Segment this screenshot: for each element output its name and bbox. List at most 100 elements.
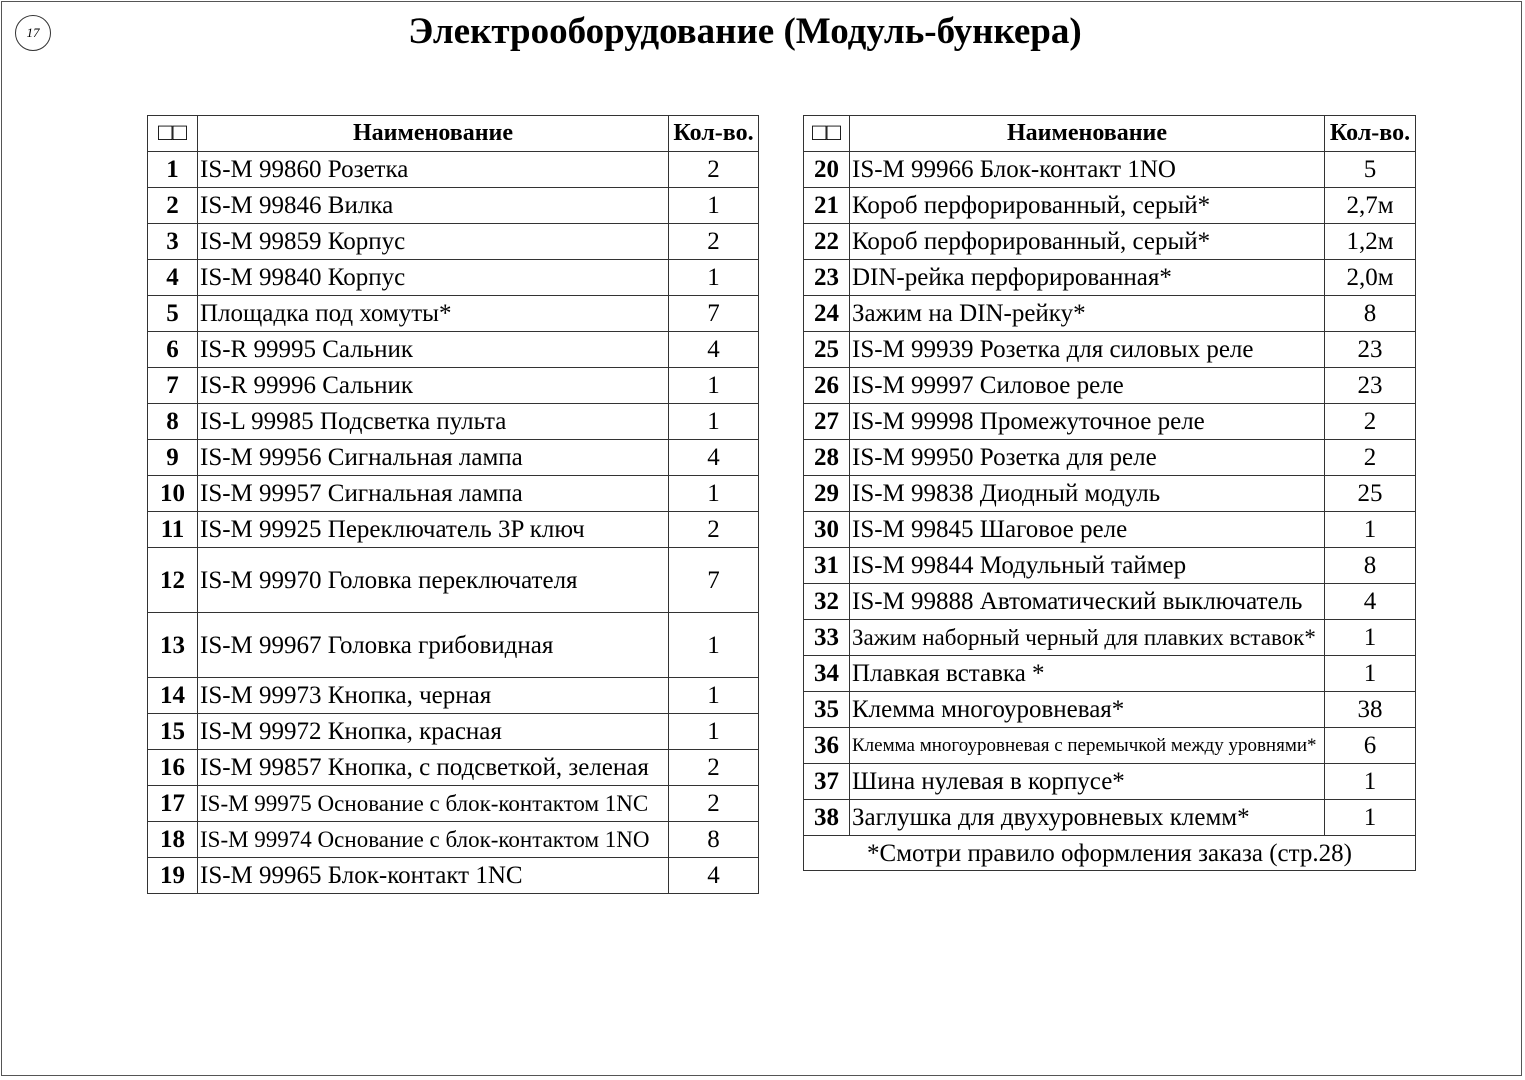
item-number: 22 [803,223,850,260]
item-quantity: 2 [668,749,759,786]
item-name: IS-M 99845 Шаговое реле [849,511,1325,548]
item-quantity: 1 [1324,619,1416,656]
item-quantity: 1 [668,475,759,512]
item-name: IS-M 99967 Головка грибовидная [197,612,669,678]
table-row: 16 IS-M 99857 Кнопка, с подсветкой, зелен… [147,749,759,786]
item-name: IS-M 99966 Блок-контакт 1NO [849,151,1325,188]
parts-table: □□ Наименование Кол-во. 1 IS-M 99860 Розетк… [147,115,759,894]
item-name: IS-M 99972 Кнопка, красная [197,713,669,750]
table-row: 3 IS-M 99859 Корпус 2 [147,223,759,260]
table-row: 19 IS-M 99965 Блок-контакт 1NC 4 [147,857,759,894]
table-row: 27 IS-M 99998 Промежуточное реле 2 [803,403,1416,440]
item-name: IS-M 99956 Сигнальная лампа [197,439,669,476]
item-quantity: 4 [668,331,759,368]
table-row: 8 IS-L 99985 Подсветка пульта 1 [147,403,759,440]
item-number: 14 [147,677,198,714]
table-row: 15 IS-M 99972 Кнопка, красная 1 [147,713,759,750]
item-quantity: 8 [1324,295,1416,332]
item-quantity: 25 [1324,475,1416,512]
item-name: IS-L 99985 Подсветка пульта [197,403,669,440]
item-number: 11 [147,511,198,548]
item-number: 17 [147,785,198,822]
item-quantity: 8 [668,821,759,858]
item-quantity: 1 [668,677,759,714]
item-name: IS-M 99888 Автоматический выключатель [849,583,1325,620]
item-name: Плавкая вставка * [849,655,1325,692]
item-number: 34 [803,655,850,692]
item-number: 3 [147,223,198,260]
table-row: 7 IS-R 99996 Сальник 1 [147,367,759,404]
item-quantity: 4 [1324,583,1416,620]
table-row: 21 Короб перфорированный, серый* 2,7м [803,187,1416,224]
table-row: 1 IS-M 99860 Розетка 2 [147,151,759,188]
item-quantity: 1 [1324,763,1416,800]
item-quantity: 1 [1324,511,1416,548]
table-row: 35 Клемма многоуровневая* 38 [803,691,1416,728]
item-name: Короб перфорированный, серый* [849,187,1325,224]
table-row: 25 IS-M 99939 Розетка для силовых реле 23 [803,331,1416,368]
item-name: IS-M 99970 Головка переключателя [197,547,669,613]
column-header: Наименование [849,115,1325,152]
item-quantity: 6 [1324,727,1416,764]
column-header: Кол-во. [668,115,759,152]
item-quantity: 1 [668,403,759,440]
item-number: 29 [803,475,850,512]
item-quantity: 2,0м [1324,259,1416,296]
header-row: □□ Наименование Кол-во. [803,115,1416,152]
item-name: IS-M 99950 Розетка для реле [849,439,1325,476]
table-row: 28 IS-M 99950 Розетка для реле 2 [803,439,1416,476]
item-name: IS-M 99997 Силовое реле [849,367,1325,404]
item-name: IS-M 99857 Кнопка, с подсветкой, зеленая [197,749,669,786]
column-header: Кол-во. [1324,115,1416,152]
item-quantity: 1 [668,367,759,404]
item-name: Короб перфорированный, серый* [849,223,1325,260]
item-name: IS-M 99859 Корпус [197,223,669,260]
item-quantity: 2 [668,511,759,548]
item-name: IS-M 99998 Промежуточное реле [849,403,1325,440]
column-header: □□ [803,115,850,152]
item-number: 2 [147,187,198,224]
table-row: 36 Клемма многоуровневая с перемычкой меж… [803,727,1416,764]
item-quantity: 38 [1324,691,1416,728]
item-name: Площадка под хомуты* [197,295,669,332]
table-row: 23 DIN-рейка перфорированная* 2,0м [803,259,1416,296]
item-name: IS-M 99860 Розетка [197,151,669,188]
item-name: IS-R 99995 Сальник [197,331,669,368]
item-number: 24 [803,295,850,332]
item-quantity: 23 [1324,331,1416,368]
item-number: 27 [803,403,850,440]
item-name: IS-M 99846 Вилка [197,187,669,224]
item-number: 5 [147,295,198,332]
item-number: 19 [147,857,198,894]
table-row: 18 IS-M 99974 Основание с блок-контактом … [147,821,759,858]
item-name: IS-M 99838 Диодный модуль [849,475,1325,512]
item-number: 13 [147,612,198,678]
table-row: 12 IS-M 99970 Головка переключателя 7 [147,547,759,613]
item-quantity: 2 [1324,439,1416,476]
item-number: 32 [803,583,850,620]
item-number: 8 [147,403,198,440]
item-name: IS-M 99957 Сигнальная лампа [197,475,669,512]
item-quantity: 4 [668,439,759,476]
table-row: 11 IS-M 99925 Переключатель 3P ключ 2 [147,511,759,548]
item-quantity: 5 [1324,151,1416,188]
item-name: IS-M 99973 Кнопка, черная [197,677,669,714]
item-number: 10 [147,475,198,512]
item-quantity: 1 [668,612,759,678]
item-name: Зажим на DIN-рейку* [849,295,1325,332]
item-number: 30 [803,511,850,548]
header-row: □□ Наименование Кол-во. [147,115,759,152]
table-row: 38 Заглушка для двухуровневых клемм* 1 [803,799,1416,836]
item-number: 25 [803,331,850,368]
item-quantity: 1,2м [1324,223,1416,260]
item-quantity: 7 [668,547,759,613]
footer-row: *Смотри правило оформления заказа (стр.2… [803,835,1416,871]
table-row: 10 IS-M 99957 Сигнальная лампа 1 [147,475,759,512]
item-name: IS-M 99925 Переключатель 3P ключ [197,511,669,548]
item-number: 21 [803,187,850,224]
item-number: 28 [803,439,850,476]
item-quantity: 2 [668,223,759,260]
item-number: 38 [803,799,850,836]
item-name: IS-M 99975 Основание с блок-контактом 1N… [197,785,669,822]
